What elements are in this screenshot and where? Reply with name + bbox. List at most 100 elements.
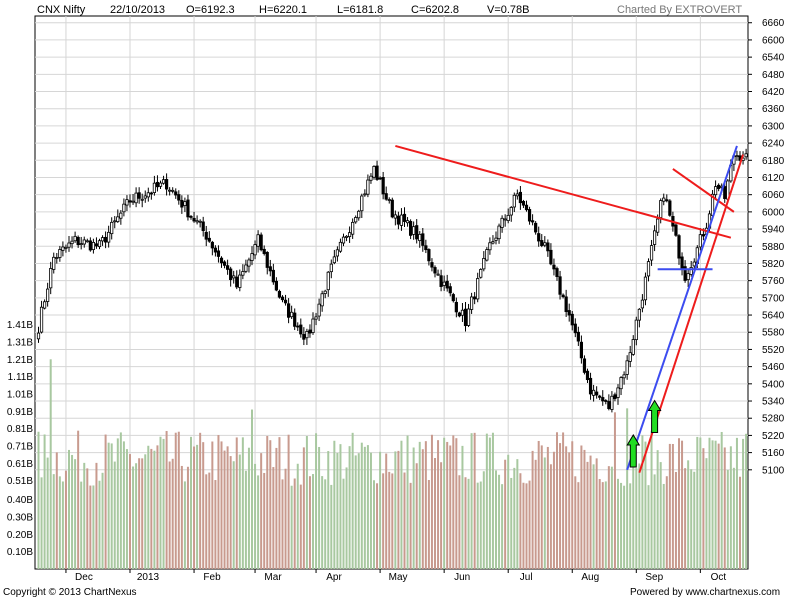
price-tick-label: 6120 <box>762 173 785 184</box>
volume-bar <box>562 432 565 569</box>
volume-bar <box>223 450 226 569</box>
candle <box>344 235 349 242</box>
volume-bar <box>135 463 138 569</box>
volume-bar <box>327 451 330 569</box>
volume-bar <box>491 432 494 569</box>
candle <box>122 198 126 217</box>
price-tick-label: 6240 <box>762 139 785 150</box>
candle <box>436 269 440 276</box>
volume-bar <box>345 467 348 569</box>
volume-bar <box>644 441 647 569</box>
volume-bar <box>315 433 318 569</box>
price-tick-label: 6300 <box>762 121 785 132</box>
candle <box>271 263 275 285</box>
candle <box>201 216 205 237</box>
candle <box>256 230 260 253</box>
candle <box>177 190 181 205</box>
volume-tick-label: 1.41B <box>7 320 33 331</box>
volume-bar <box>247 447 250 569</box>
price-tick-label: 6660 <box>762 18 785 29</box>
candle <box>527 206 532 225</box>
candle <box>488 237 492 255</box>
close-value: C=6202.8 <box>411 4 460 16</box>
candle <box>67 235 71 252</box>
volume-bar <box>427 479 430 569</box>
volume-bar <box>434 458 436 569</box>
candle <box>360 193 364 218</box>
candle <box>390 197 394 219</box>
volume-bar <box>507 454 510 569</box>
volume-bar <box>687 460 690 569</box>
candle <box>515 189 519 200</box>
candle <box>119 210 123 225</box>
candle <box>186 194 190 221</box>
candle <box>415 219 419 244</box>
date-tick-label: Oct <box>711 572 727 583</box>
candle <box>610 391 614 413</box>
volume-bar <box>43 434 46 569</box>
candle <box>210 240 214 256</box>
candle <box>540 234 544 248</box>
volume-bar <box>714 440 717 569</box>
volume-bar <box>156 445 159 569</box>
volume-bar <box>556 432 558 569</box>
candle <box>506 208 510 224</box>
volume-bar <box>705 458 708 569</box>
candle <box>174 188 178 199</box>
candle <box>592 384 596 402</box>
volume-bar <box>455 438 458 569</box>
volume-bar <box>406 435 409 569</box>
date-tick-label: Feb <box>203 572 221 583</box>
candle <box>427 248 431 266</box>
candle <box>555 266 559 281</box>
high-value: H=6220.1 <box>259 4 308 16</box>
volume-bar <box>610 466 613 569</box>
candle <box>259 232 263 252</box>
candle <box>293 308 297 331</box>
candle <box>323 289 327 299</box>
candle <box>161 175 166 185</box>
volume-bar <box>674 471 677 569</box>
low-value: L=6181.8 <box>337 4 384 16</box>
volume-bar <box>415 463 418 569</box>
volume-bar <box>132 466 135 569</box>
volume-bar <box>278 437 281 569</box>
candle <box>216 245 221 263</box>
candle <box>588 372 593 400</box>
candle <box>674 222 678 237</box>
volume-tick-label: 0.81B <box>7 424 33 435</box>
candle <box>619 376 623 396</box>
volume-bar <box>220 441 223 569</box>
volume-bar <box>55 452 58 569</box>
candle <box>595 386 599 399</box>
candle <box>198 219 202 228</box>
volume-tick-label: 0.20B <box>7 530 33 541</box>
volume-bar <box>443 437 446 569</box>
volume-bar <box>71 454 74 569</box>
powered-by-link[interactable]: Powered by www.chartnexus.com <box>630 587 781 598</box>
date-tick-label: Aug <box>581 572 599 583</box>
symbol-label: CNX Nifty <box>37 4 86 16</box>
volume-bar <box>211 441 214 569</box>
candle <box>552 258 556 276</box>
volume-bar <box>522 482 525 569</box>
candle <box>613 392 617 402</box>
candle <box>558 270 562 300</box>
volume-bar <box>74 459 77 569</box>
volume-bar <box>49 359 52 569</box>
candle <box>357 209 361 221</box>
candle <box>55 252 59 264</box>
volume-bar <box>668 443 671 569</box>
price-tick-label: 5520 <box>762 345 785 356</box>
volume-bar <box>284 468 287 569</box>
volume-bar <box>577 482 580 569</box>
candle <box>573 318 577 338</box>
candle <box>457 311 462 318</box>
volume-bar <box>653 474 656 569</box>
candle <box>512 192 516 212</box>
volume-bar <box>354 455 357 569</box>
volume-bar <box>119 432 122 569</box>
candle <box>604 399 608 405</box>
volume-bar <box>470 433 473 569</box>
date-tick-label: Sep <box>645 572 663 583</box>
